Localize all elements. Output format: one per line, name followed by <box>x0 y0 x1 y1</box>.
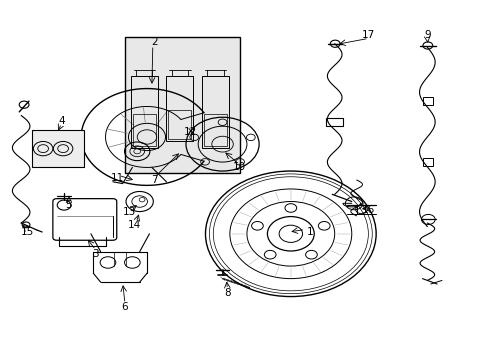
Text: 11: 11 <box>111 173 124 183</box>
Text: 9: 9 <box>423 30 430 40</box>
Bar <box>326 118 342 126</box>
Bar <box>125 37 239 173</box>
Bar <box>168 110 191 139</box>
Text: 17: 17 <box>362 30 375 40</box>
Bar <box>166 76 193 140</box>
Text: 13: 13 <box>123 207 136 217</box>
Bar <box>202 76 228 148</box>
Bar <box>32 130 83 167</box>
Text: 8: 8 <box>224 288 230 298</box>
Text: 16: 16 <box>362 206 375 216</box>
Text: 12: 12 <box>184 127 197 136</box>
Bar <box>133 114 156 146</box>
Text: 14: 14 <box>128 220 141 230</box>
Text: 7: 7 <box>151 175 157 185</box>
Text: 10: 10 <box>233 162 245 172</box>
Bar <box>422 97 432 105</box>
Text: 1: 1 <box>306 227 313 237</box>
Bar <box>131 76 158 148</box>
Text: 2: 2 <box>151 37 157 47</box>
Text: 3: 3 <box>92 248 99 258</box>
Bar <box>203 114 226 146</box>
Text: 5: 5 <box>65 200 72 210</box>
Bar <box>422 158 432 166</box>
Text: 15: 15 <box>21 227 34 237</box>
Text: 4: 4 <box>58 116 65 126</box>
Text: 6: 6 <box>122 302 128 312</box>
